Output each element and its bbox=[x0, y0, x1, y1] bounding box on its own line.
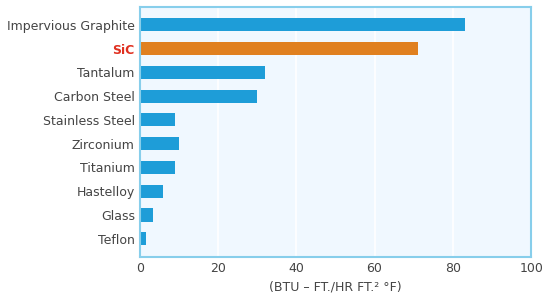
Bar bbox=[140, 232, 146, 245]
Bar bbox=[140, 42, 417, 55]
X-axis label: (BTU – FT./HR FT.² °F): (BTU – FT./HR FT.² °F) bbox=[269, 280, 402, 293]
Bar bbox=[140, 161, 175, 174]
Bar bbox=[140, 18, 465, 32]
Bar bbox=[140, 137, 179, 150]
Bar bbox=[140, 66, 265, 79]
Bar bbox=[140, 90, 257, 103]
Bar bbox=[140, 185, 163, 198]
Bar bbox=[140, 113, 175, 126]
Bar bbox=[140, 208, 153, 221]
